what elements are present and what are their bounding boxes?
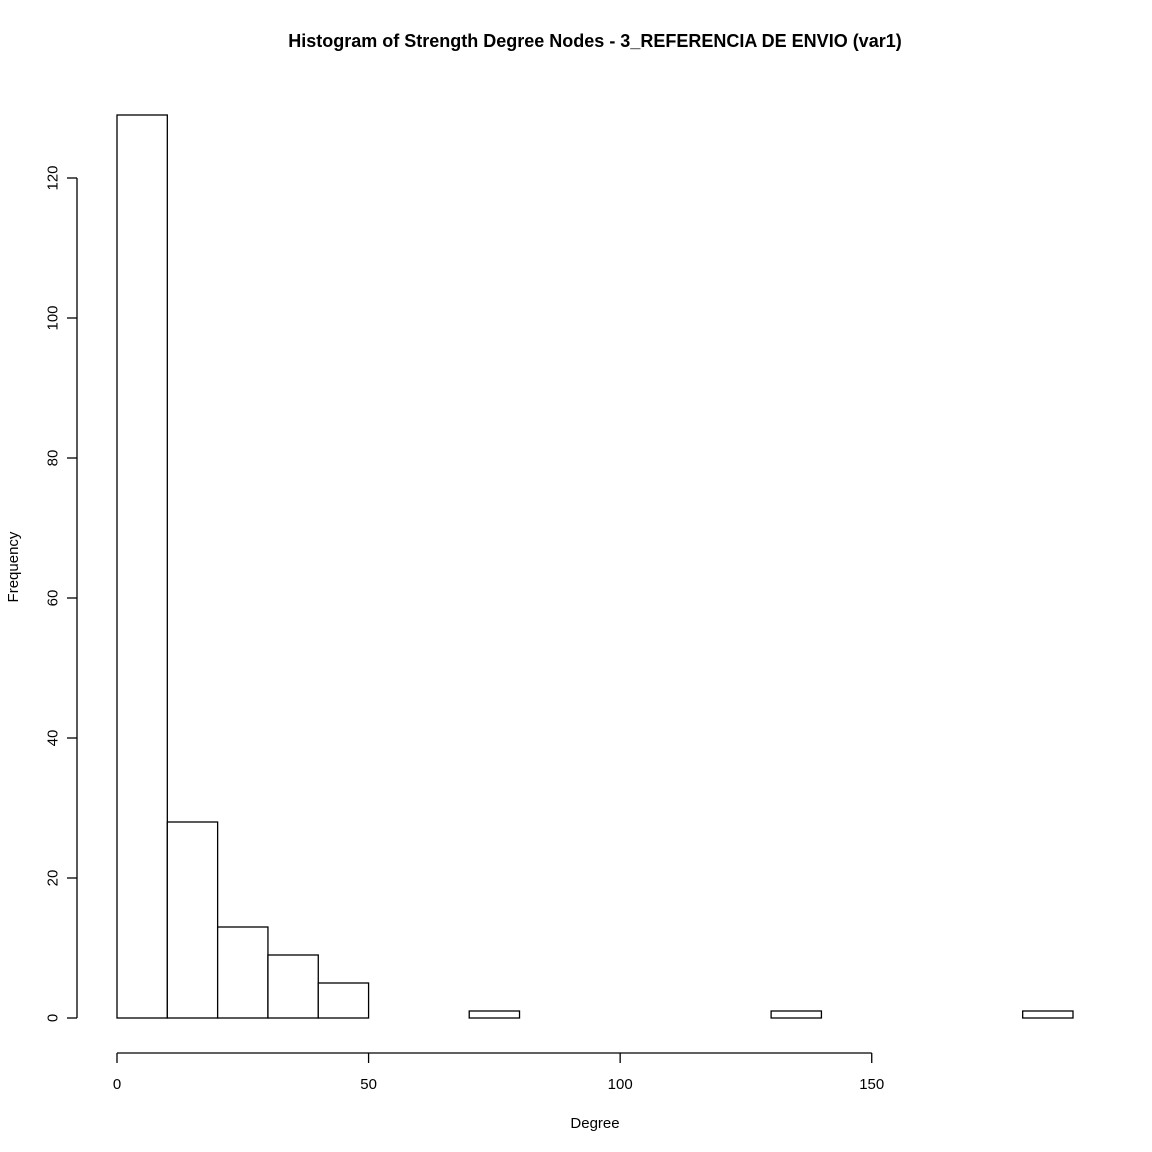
histogram-bar bbox=[116, 114, 168, 1019]
histogram-bar bbox=[216, 926, 269, 1019]
y-tick-label: 80 bbox=[45, 450, 62, 467]
x-tick-label: 0 bbox=[113, 1076, 121, 1093]
x-axis-label: Degree bbox=[570, 1115, 619, 1132]
y-tick-label: 40 bbox=[45, 730, 62, 747]
histogram-bar bbox=[468, 1010, 521, 1019]
x-tick-label: 50 bbox=[360, 1076, 377, 1093]
histogram-bar bbox=[1022, 1010, 1074, 1019]
y-tick-label: 60 bbox=[45, 590, 62, 607]
y-axis-label: Frequency bbox=[5, 531, 22, 602]
histogram-bar bbox=[267, 954, 319, 1019]
y-tick-label: 120 bbox=[45, 165, 62, 190]
y-axis: 0 20 40 60 80 100 120 bbox=[45, 165, 78, 1022]
histogram-bars bbox=[116, 114, 1074, 1019]
x-tick-label: 150 bbox=[859, 1076, 884, 1093]
y-tick-label: 20 bbox=[45, 870, 62, 887]
histogram-bar bbox=[166, 821, 219, 1019]
histogram-bar bbox=[317, 982, 370, 1019]
chart-title: Histogram of Strength Degree Nodes - 3_R… bbox=[288, 31, 901, 51]
y-tick-label: 100 bbox=[45, 305, 62, 330]
x-tick-label: 100 bbox=[608, 1076, 633, 1093]
y-tick-label: 0 bbox=[45, 1014, 62, 1022]
x-axis: 0 50 100 150 bbox=[113, 1052, 884, 1093]
histogram-bar bbox=[770, 1010, 823, 1019]
